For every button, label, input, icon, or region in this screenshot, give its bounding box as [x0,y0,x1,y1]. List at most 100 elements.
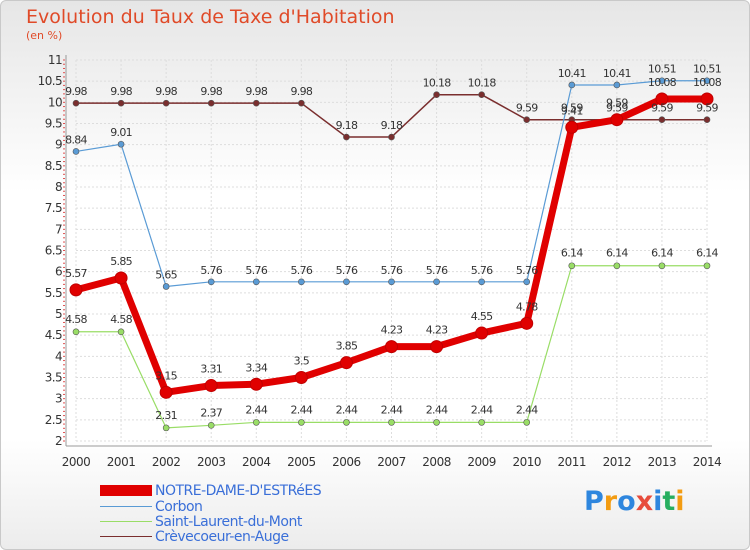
data-point [252,99,260,107]
data-label: 2.37 [200,406,222,419]
data-point [478,91,485,99]
data-point [475,326,489,340]
data-point [162,283,170,290]
data-point [478,419,485,426]
legend-swatch-notre-dame [100,485,152,496]
data-label: 6.14 [606,247,628,260]
legend-label-notre-dame: NOTRE-DAME-D'ESTRéES [155,483,322,499]
data-point [658,116,666,123]
y-tick-label: 11 [48,53,62,67]
x-tick-label: 2003 [197,455,226,469]
x-tick-label: 2002 [152,455,181,469]
data-label: 5.76 [245,264,267,277]
data-label: 2.44 [291,403,313,416]
data-point [294,371,308,384]
data-label: 4.78 [516,300,538,313]
y-tick-label: 9.5 [45,117,62,131]
y-tick-label: 3.5 [45,371,62,385]
data-point [388,133,395,141]
data-label: 6.14 [561,247,583,260]
brand-letter: o [617,486,636,517]
data-label: 4.23 [381,324,403,337]
data-point [613,81,621,89]
x-tick-label: 2005 [287,455,316,469]
x-tick-label: 2004 [242,455,271,469]
series-lines [69,77,714,432]
data-point [433,419,440,426]
data-label: 9.59 [606,97,628,110]
data-point [114,271,128,285]
data-point [207,422,215,429]
data-label: 6.14 [651,247,673,260]
data-point [523,278,531,286]
data-point [252,278,260,286]
y-tick-label: 9 [55,138,62,152]
data-label: 8.84 [65,133,87,146]
data-label: 5.76 [200,264,222,277]
data-label: 9.98 [110,85,132,98]
data-label: 4.23 [426,324,448,337]
data-label: 10.51 [648,63,676,76]
data-label: 3.5 [294,355,310,368]
data-point [249,377,263,391]
axes: 22.533.544.555.566.577.588.599.51010.511… [38,53,722,469]
legend-swatch-crevecoeur [100,536,152,537]
x-tick-label: 2006 [332,455,361,469]
legend-swatch-saint-laurent [100,521,152,522]
legend-label-saint-laurent: Saint-Laurent-du-Mont [155,514,302,530]
data-label: 6.14 [696,247,718,260]
data-point [700,92,714,106]
y-tick-label: 7 [55,222,62,236]
data-point [207,278,215,286]
data-label: 5.76 [381,264,403,277]
data-point [72,148,80,155]
data-label: 2.44 [245,403,267,416]
data-label: 4.55 [471,310,493,323]
data-point [433,91,440,99]
x-tick-label: 2000 [62,455,91,469]
data-point [523,116,531,123]
data-point [610,113,624,127]
data-point [568,262,576,270]
data-point [298,99,305,107]
data-point [523,419,531,426]
data-label: 10.18 [468,77,497,90]
data-label: 5.76 [426,264,448,277]
data-point [658,77,666,85]
data-point [703,262,711,270]
y-tick-label: 6 [55,265,62,279]
data-label: 9.18 [381,119,403,132]
data-point [613,262,621,270]
y-tick-label: 4.5 [45,328,62,342]
data-label: 4.58 [110,313,132,326]
chart-subtitle: (en %) [26,29,63,42]
data-labels: 5.57 5.85 3.15 3.31 3.34 3.5 3.85 4.23 4.23 4.55 4… [65,63,722,422]
proxiti-logo: Proxiti [584,486,685,517]
data-point [117,140,125,148]
data-label: 9.01 [110,126,132,139]
legend-label-corbon: Corbon [155,499,203,515]
data-label: 3.34 [245,361,267,374]
data-label: 5.76 [336,264,358,277]
y-tick-label: 3 [55,392,62,406]
x-tick-label: 2009 [467,455,496,469]
data-label: 3.15 [155,369,177,382]
brand-letter: t [662,486,676,517]
data-point [703,116,711,123]
y-tick-label: 5 [55,307,62,321]
data-label: 9.98 [200,85,222,98]
x-tick-label: 2014 [693,455,722,469]
brand-letter: P [584,486,604,517]
data-point [162,99,170,107]
data-label: 2.31 [155,409,177,422]
data-label: 10.41 [558,67,586,80]
data-label: 9.98 [155,85,177,98]
data-label: 9.98 [245,85,267,98]
data-label: 2.44 [336,403,358,416]
data-point [343,278,350,286]
data-label: 5.76 [471,264,493,277]
data-point [117,328,125,336]
data-point [72,99,80,107]
y-tick-label: 7.5 [45,201,62,215]
data-point [117,99,125,107]
